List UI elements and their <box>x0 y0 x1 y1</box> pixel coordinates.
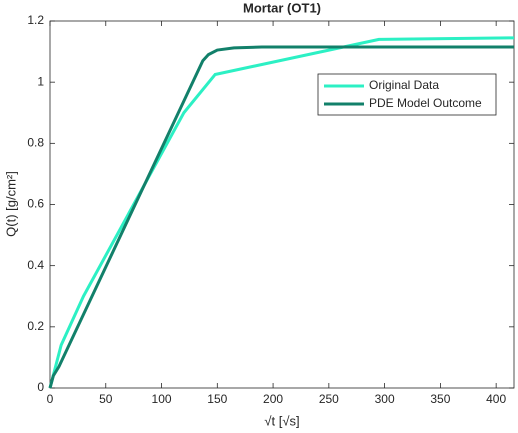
y-tick-label: 0 <box>37 380 44 394</box>
x-tick-label: 50 <box>99 392 113 406</box>
data-line <box>48 45 514 389</box>
x-tick-label: 200 <box>263 392 283 406</box>
y-tick-label: 0.4 <box>27 258 44 272</box>
y-tick-label: 0.8 <box>27 136 44 150</box>
y-tick-label: 1.2 <box>27 13 44 27</box>
legend-label: Original Data <box>369 78 439 92</box>
legend-label: PDE Model Outcome <box>369 96 482 110</box>
x-tick-label: 0 <box>47 392 54 406</box>
x-tick-label: 400 <box>486 392 506 406</box>
x-tick-label: 100 <box>152 392 172 406</box>
x-tick-label: 150 <box>207 392 227 406</box>
y-tick-label: 1 <box>37 74 44 88</box>
x-axis-label: √t [√s] <box>264 413 299 428</box>
x-tick-label: 250 <box>319 392 339 406</box>
x-tick-label: 350 <box>430 392 450 406</box>
y-tick-label: 0.6 <box>27 197 44 211</box>
chart-title: Mortar (OT1) <box>243 0 321 15</box>
y-tick-label: 0.2 <box>27 319 44 333</box>
y-axis-label: Q(t) [g/cm²] <box>3 171 18 237</box>
data-line <box>48 36 515 389</box>
x-tick-label: 300 <box>375 392 395 406</box>
legend-box <box>317 73 497 116</box>
